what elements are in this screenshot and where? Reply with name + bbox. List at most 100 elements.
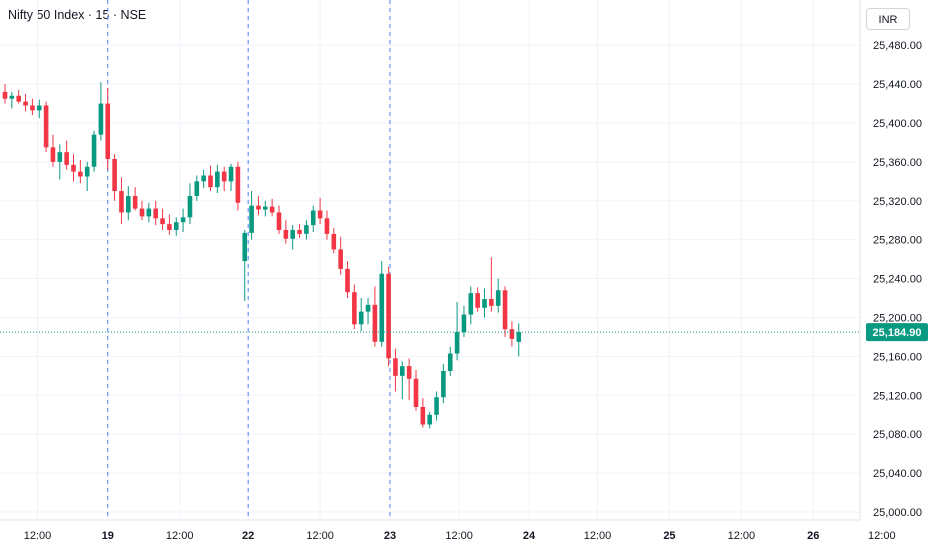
candle-body (9, 95, 15, 99)
candles (2, 82, 522, 429)
candle-body (167, 224, 172, 230)
candle-body (64, 152, 69, 165)
candle (119, 177, 124, 225)
candle (167, 214, 172, 235)
candle-body (105, 103, 111, 159)
candle-body (345, 268, 350, 293)
candle-body (208, 175, 213, 188)
candle (228, 163, 234, 192)
candle-body (413, 378, 419, 407)
candle (324, 210, 330, 240)
candle (468, 286, 474, 325)
candle (475, 287, 480, 312)
candle (489, 257, 494, 312)
candle-body (84, 166, 90, 177)
time-tick-label: 25 (663, 530, 675, 542)
candle (160, 208, 165, 230)
candle (50, 134, 56, 167)
candle-body (78, 171, 83, 177)
candle (2, 84, 8, 104)
candle (345, 261, 350, 299)
last-price-badge (866, 323, 928, 342)
candle (461, 305, 467, 337)
candle (153, 200, 158, 226)
candle (9, 91, 15, 109)
candle-body (139, 208, 145, 217)
price-axis[interactable]: 25,480.00 25,440.00 25,400.00 25,360.00 25,3… (873, 40, 922, 519)
candle (372, 286, 378, 347)
candle (310, 205, 316, 232)
candle (358, 298, 364, 332)
candle-body (228, 166, 234, 182)
candle-body (173, 222, 179, 230)
candle-body (297, 229, 302, 234)
price-tick-label: 25,120.00 (873, 390, 922, 402)
candle-body (482, 299, 487, 308)
candle-body (434, 397, 439, 415)
price-tick-label: 25,000.00 (873, 507, 922, 519)
candle-body (290, 229, 295, 239)
candle-body (379, 273, 385, 342)
candle (78, 159, 83, 184)
price-tick-label: 25,240.00 (873, 274, 922, 286)
candle (427, 411, 432, 429)
candle-body (187, 195, 193, 218)
candle-body (263, 206, 268, 210)
grid (0, 0, 860, 520)
time-tick-label: 23 (384, 530, 396, 542)
time-tick-label: 12:00 (166, 530, 194, 542)
price-tick-label: 25,440.00 (873, 79, 922, 91)
price-tick-label: 25,480.00 (873, 40, 922, 52)
last-price-value: 25,184.90 (873, 327, 922, 339)
candle (201, 169, 206, 189)
time-tick-label: 22 (242, 530, 254, 542)
candle-body (50, 147, 56, 162)
time-axis[interactable]: 12:00 19 12:00 22 12:00 23 12:00 24 12:00 25 12:00… (24, 530, 896, 542)
candle-body (36, 105, 42, 111)
candle (400, 361, 405, 400)
time-tick-label: 12:00 (306, 530, 334, 542)
candle (187, 183, 193, 225)
candle-body (112, 158, 117, 192)
candle (338, 236, 343, 275)
candle (221, 166, 227, 192)
candle (516, 323, 522, 357)
candle-body (23, 101, 28, 106)
candle (23, 93, 28, 112)
candle-body (461, 314, 467, 333)
candle (263, 200, 268, 217)
candle (84, 161, 90, 192)
candle-body (495, 290, 501, 306)
candle (509, 321, 515, 347)
candle-body (91, 134, 97, 167)
candle-body (400, 366, 405, 376)
candle-body (242, 232, 248, 262)
candle (413, 370, 419, 411)
candle (495, 278, 501, 313)
candle (283, 220, 289, 244)
candle-body (317, 210, 323, 219)
candle-body (153, 208, 158, 219)
price-tick-label: 25,400.00 (873, 118, 922, 130)
candle (269, 198, 275, 217)
candle-body (447, 353, 453, 371)
candle-body (427, 414, 432, 425)
candle-body (221, 171, 227, 182)
candle-body (331, 233, 337, 250)
candle (139, 200, 145, 221)
candle-body (16, 95, 21, 102)
candle (502, 286, 508, 337)
candle-body (256, 205, 261, 210)
candle (43, 101, 49, 153)
candle (406, 358, 412, 401)
currency-button[interactable]: INR (866, 8, 910, 30)
time-tick-label: 12:00 (445, 530, 473, 542)
candle-body (98, 103, 104, 135)
candle (242, 229, 248, 301)
candle-body (304, 225, 309, 234)
time-tick-label: 12:00 (868, 530, 896, 542)
candle (441, 364, 446, 404)
candle-body (406, 366, 412, 379)
